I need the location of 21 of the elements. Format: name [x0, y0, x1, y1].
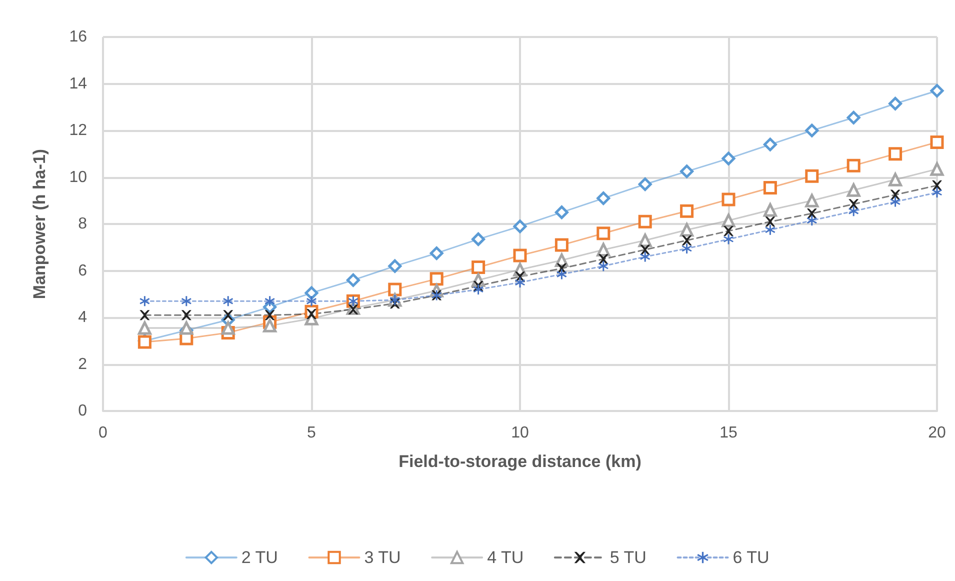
y-tick-label: 8	[78, 216, 88, 232]
x-tick-label: 0	[98, 424, 108, 442]
legend-label: 4 TU	[487, 548, 524, 567]
x-tick-label: 15	[720, 424, 738, 442]
legend-label: 5 TU	[610, 548, 646, 567]
x-tick-label: 10	[511, 424, 529, 442]
y-tick-label: 6	[78, 262, 88, 280]
x-tick-label: 5	[307, 424, 316, 442]
x-axis-title: Field-to-storage distance (km)	[398, 452, 642, 471]
y-tick-label: 16	[69, 28, 88, 46]
x-tick-label: 20	[928, 424, 946, 442]
legend-label: 6 TU	[732, 548, 770, 567]
y-tick-label: 2	[78, 356, 88, 373]
y-tick-label: 12	[69, 122, 88, 139]
legend-label: 3 TU	[364, 548, 401, 567]
y-tick-label: 10	[69, 168, 88, 186]
y-tick-label: 0	[78, 402, 88, 420]
y-tick-label: 4	[78, 309, 88, 326]
legend-label: 2 TU	[241, 548, 278, 567]
y-axis-title: Manpower (h ha-1)	[30, 148, 49, 300]
y-tick-label: 14	[69, 75, 88, 92]
